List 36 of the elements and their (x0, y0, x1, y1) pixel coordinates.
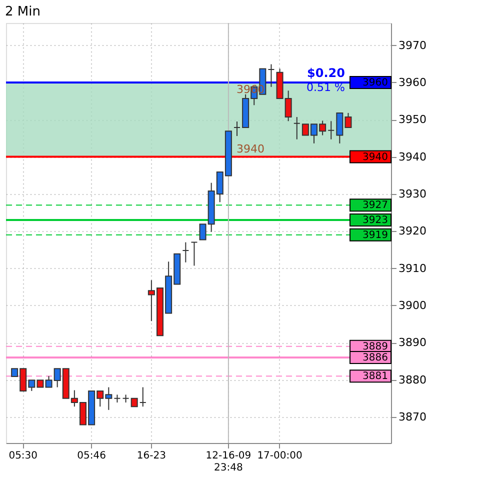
y-tick-label: 3960 (398, 76, 426, 89)
candlestick (190, 242, 198, 266)
annotation: $0.20 (307, 66, 345, 80)
y-tick-label: 3900 (398, 298, 426, 312)
y-tick-label: 3890 (398, 336, 426, 350)
ref-line-label: 3881 (362, 371, 388, 382)
candlestick (268, 64, 275, 88)
chart-title: 2 Min (5, 4, 40, 20)
ref-line-label: 3919 (362, 230, 388, 241)
annotation: 3940 (236, 142, 264, 156)
x-tick-label: 05:46 (77, 450, 106, 462)
candlestick (114, 394, 121, 403)
candlestick (122, 394, 130, 403)
candlestick (139, 386, 146, 408)
ref-line-label: 3960 (362, 77, 388, 88)
ref-line-label: 3886 (362, 352, 388, 364)
ref-line-label: 3923 (362, 214, 388, 226)
y-tick-label: 3950 (398, 113, 426, 126)
x-tick-label: 16-23 (136, 450, 166, 462)
y-tick-label: 3920 (398, 224, 426, 238)
ref-line-label: 3927 (362, 200, 388, 212)
y-tick-label: 3940 (398, 150, 426, 164)
y-tick-label: 3930 (398, 187, 426, 200)
x-tick-label: 12-16-09 23:48 (206, 450, 252, 474)
y-tick-label: 3870 (398, 410, 426, 424)
ref-line-label: 3940 (362, 152, 388, 163)
ref-line-label: 3889 (362, 341, 388, 352)
x-tick-label: 17-00:00 (257, 450, 302, 462)
candlestick (328, 120, 335, 140)
y-tick-label: 3970 (398, 38, 426, 52)
candlestick (293, 116, 300, 140)
candlestick (234, 120, 240, 136)
y-tick-label: 3910 (398, 262, 426, 275)
y-tick-label: 3880 (398, 373, 426, 386)
candlestick (182, 242, 190, 263)
x-tick-label: 05:30 (8, 450, 38, 462)
